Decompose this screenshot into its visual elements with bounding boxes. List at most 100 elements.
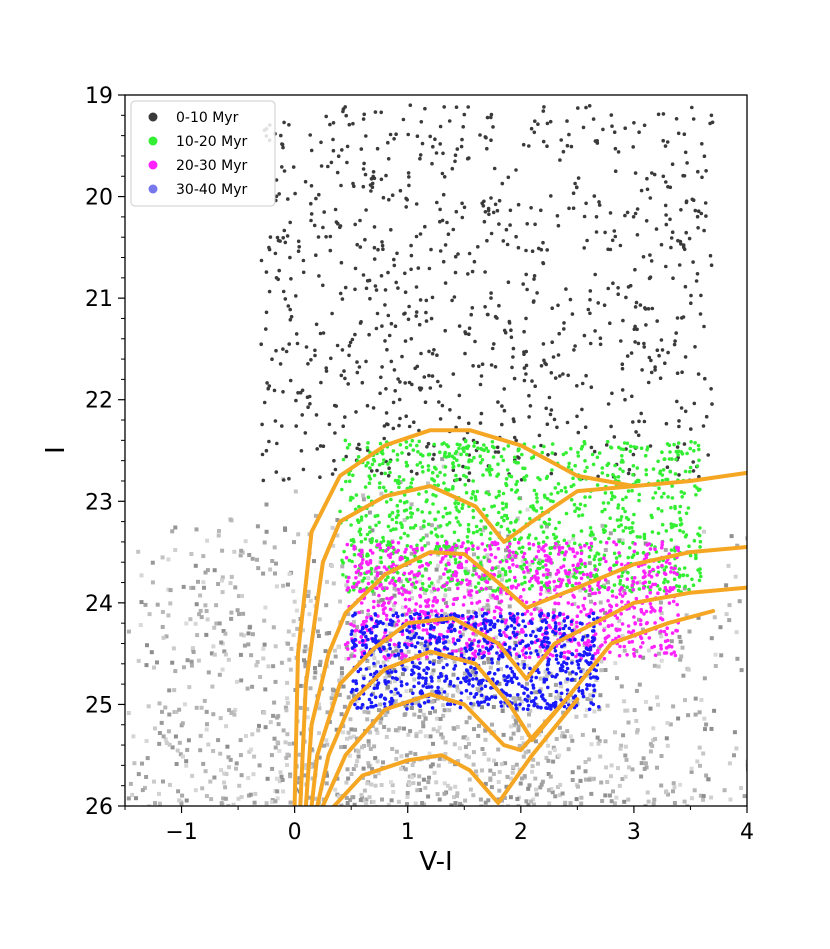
- density-cell: [392, 586, 397, 591]
- data-point: [569, 144, 574, 149]
- data-point: [259, 258, 264, 263]
- data-point: [610, 623, 614, 627]
- density-cell: [565, 729, 570, 734]
- data-point: [324, 366, 329, 370]
- data-point: [631, 588, 636, 592]
- density-cell: [554, 737, 559, 741]
- density-cell: [442, 708, 447, 713]
- density-cell: [584, 777, 588, 782]
- density-cell: [485, 603, 490, 608]
- density-cell: [592, 728, 596, 733]
- data-point: [262, 400, 267, 405]
- data-point: [439, 547, 443, 551]
- data-point: [455, 147, 460, 151]
- data-point: [626, 624, 631, 628]
- data-point: [703, 201, 708, 205]
- density-cell: [632, 708, 637, 713]
- density-cell: [566, 700, 571, 704]
- data-point: [466, 466, 471, 470]
- density-cell: [453, 801, 458, 805]
- density-cell: [560, 791, 565, 796]
- data-point: [520, 582, 524, 586]
- data-point: [352, 588, 356, 592]
- data-point: [609, 497, 614, 502]
- density-cell: [373, 783, 378, 788]
- density-cell: [526, 803, 531, 806]
- data-point: [386, 270, 390, 275]
- data-point: [676, 131, 681, 136]
- data-point: [455, 477, 459, 482]
- data-point: [549, 408, 554, 412]
- data-point: [288, 307, 293, 312]
- data-point: [530, 379, 534, 383]
- data-point: [662, 580, 666, 585]
- density-cell: [443, 752, 448, 756]
- data-point: [568, 297, 573, 302]
- density-cell: [412, 677, 417, 682]
- data-point: [529, 456, 534, 460]
- density-cell: [574, 714, 579, 719]
- data-point: [406, 642, 410, 646]
- density-cell: [310, 776, 315, 781]
- data-point: [510, 365, 514, 370]
- data-point: [572, 541, 577, 546]
- data-point: [546, 659, 551, 664]
- density-cell: [273, 745, 278, 750]
- density-cell: [161, 779, 165, 784]
- data-point: [355, 370, 360, 375]
- data-point: [602, 556, 606, 560]
- data-point: [438, 249, 443, 253]
- data-point: [460, 215, 465, 220]
- data-point: [385, 567, 389, 572]
- data-point: [573, 463, 577, 468]
- density-cell: [237, 612, 241, 617]
- density-cell: [609, 763, 614, 768]
- data-point: [582, 214, 587, 219]
- density-cell: [366, 612, 371, 617]
- data-point: [333, 467, 338, 472]
- density-cell: [447, 700, 452, 705]
- density-cell: [255, 660, 260, 664]
- density-cell: [202, 585, 206, 590]
- data-point: [633, 171, 638, 175]
- data-point: [672, 577, 677, 582]
- density-cell: [513, 696, 518, 701]
- density-cell: [432, 770, 437, 775]
- data-point: [476, 245, 480, 249]
- density-cell: [171, 646, 176, 651]
- data-point: [418, 298, 423, 302]
- density-cell: [247, 749, 252, 754]
- density-cell: [232, 712, 237, 717]
- data-point: [442, 634, 446, 639]
- density-cell: [339, 712, 344, 717]
- data-point: [688, 446, 692, 451]
- density-cell: [205, 568, 210, 573]
- data-point: [483, 684, 488, 688]
- data-point: [583, 564, 588, 569]
- data-point: [614, 595, 619, 600]
- density-cell: [704, 722, 709, 727]
- density-cell: [332, 648, 337, 653]
- data-point: [485, 312, 490, 317]
- data-point: [635, 478, 640, 483]
- data-point: [441, 259, 446, 264]
- data-point: [682, 442, 687, 446]
- density-cell: [355, 748, 360, 753]
- data-point: [274, 470, 279, 474]
- data-point: [565, 666, 570, 671]
- data-point: [659, 242, 664, 247]
- data-point: [695, 464, 700, 468]
- density-cell: [349, 727, 354, 732]
- data-point: [502, 674, 506, 678]
- density-cell: [331, 543, 336, 548]
- data-point: [352, 654, 357, 658]
- data-point: [347, 344, 352, 348]
- density-cell: [419, 526, 424, 531]
- data-point: [590, 629, 595, 633]
- data-point: [434, 533, 439, 537]
- data-point: [542, 584, 546, 588]
- data-point: [504, 483, 509, 488]
- density-cell: [640, 627, 645, 632]
- data-point: [553, 631, 558, 636]
- data-point: [587, 545, 592, 550]
